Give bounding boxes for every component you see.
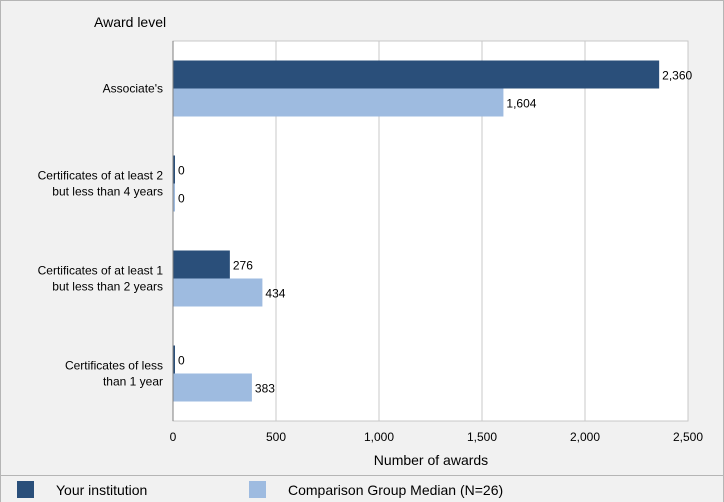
bar xyxy=(173,155,175,184)
bar-value-label: 276 xyxy=(233,259,253,273)
x-tick-label: 2,000 xyxy=(570,430,600,444)
category-label: Certificates of at least 1 xyxy=(38,264,164,278)
legend-item-your-institution: Your institution xyxy=(17,481,147,498)
bar xyxy=(173,345,175,374)
legend: Your institution Comparison Group Median… xyxy=(1,475,723,502)
category-label: but less than 2 years xyxy=(52,280,163,294)
legend-label: Your institution xyxy=(56,482,148,498)
bar xyxy=(173,88,504,117)
bars xyxy=(173,60,660,402)
x-tick-label: 2,500 xyxy=(673,430,703,444)
x-tick-label: 1,500 xyxy=(467,430,497,444)
x-tick-label: 1,000 xyxy=(364,430,394,444)
x-axis-title: Number of awards xyxy=(374,452,488,468)
x-tick-labels: 0 500 1,000 1,500 2,000 2,500 xyxy=(170,430,704,444)
bar xyxy=(173,250,230,279)
bar-value-label: 0 xyxy=(178,354,185,368)
y-axis-title: Award level xyxy=(94,14,166,30)
legend-swatch-your-institution xyxy=(17,481,34,498)
bar-value-label: 1,604 xyxy=(506,97,536,111)
legend-swatch-comparison-median xyxy=(249,481,266,498)
category-label: but less than 4 years xyxy=(52,185,163,199)
bar xyxy=(173,183,175,212)
category-label: Certificates of at least 2 xyxy=(38,169,164,183)
category-label: Associate's xyxy=(103,82,163,96)
bar-value-label: 434 xyxy=(265,287,285,301)
x-tick-label: 500 xyxy=(266,430,286,444)
x-tick-label: 0 xyxy=(170,430,177,444)
bar-value-label: 0 xyxy=(178,192,185,206)
bar-value-label: 383 xyxy=(255,382,275,396)
bar-value-label: 2,360 xyxy=(662,69,692,83)
bar-chart: Award level Number of awards 2,360 1,604 0… xyxy=(38,14,704,468)
data-labels: 2,360 1,604 0 0 276 434 0 383 xyxy=(178,69,693,396)
bar xyxy=(173,60,660,89)
category-label: Certificates of less xyxy=(65,359,163,373)
category-labels: Associate's Certificates of at least 2 but… xyxy=(38,82,164,389)
legend-label: Comparison Group Median (N=26) xyxy=(288,482,504,498)
bar xyxy=(173,278,263,307)
bar xyxy=(173,373,252,402)
category-label: than 1 year xyxy=(103,375,163,389)
legend-item-comparison-median: Comparison Group Median (N=26) xyxy=(249,481,503,498)
bar-value-label: 0 xyxy=(178,164,185,178)
